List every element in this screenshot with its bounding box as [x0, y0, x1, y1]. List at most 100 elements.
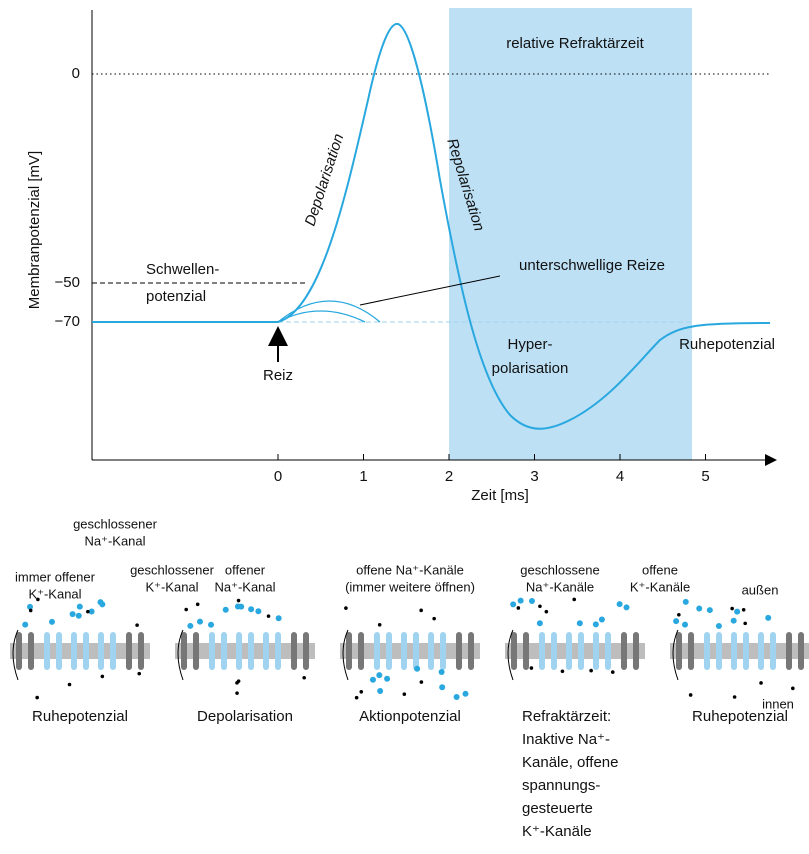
y-tick-label: 0: [72, 65, 80, 82]
channel-label: geschlossener: [73, 516, 157, 531]
panel-label: Aktionpotenzial: [359, 708, 461, 725]
ion: [791, 687, 795, 691]
channel-label: offener: [225, 562, 266, 577]
channel: [511, 632, 517, 670]
ion: [77, 604, 83, 610]
ion: [537, 620, 543, 626]
ion: [599, 617, 605, 623]
channel: [566, 632, 572, 670]
channel: [275, 632, 281, 670]
annotation: Ruhepotenzial: [679, 336, 775, 353]
ion: [617, 601, 623, 607]
ion: [235, 691, 239, 695]
ion: [384, 676, 390, 682]
ion: [344, 606, 348, 610]
channel: [56, 632, 62, 670]
channel: [770, 632, 776, 670]
ion: [22, 622, 28, 628]
channel-label: offene Na⁺-Kanäle: [356, 562, 464, 577]
channel: [704, 632, 710, 670]
ion: [689, 693, 693, 697]
ion: [35, 696, 39, 700]
ion: [184, 608, 188, 612]
figure: Membranpotenzial [mV] Zeit [ms] relative…: [0, 0, 809, 854]
channel: [346, 632, 352, 670]
x-tick-label: 3: [530, 468, 538, 485]
channel: [110, 632, 116, 670]
x-tick-label: 2: [445, 468, 453, 485]
channel: [468, 632, 474, 670]
ion: [593, 621, 599, 627]
axis-arrow: [765, 454, 777, 466]
channel: [551, 632, 557, 670]
channel: [83, 632, 89, 670]
panel-label: Ruhepotenzial: [32, 708, 128, 725]
channel: [716, 632, 722, 670]
ion: [439, 669, 445, 675]
panel-label: gesteuerte: [522, 800, 593, 817]
panel-label: K⁺-Kanäle: [522, 823, 592, 840]
ion: [683, 599, 689, 605]
ion: [76, 613, 82, 619]
ion: [414, 666, 420, 672]
ion: [561, 669, 565, 673]
ion: [376, 672, 382, 678]
ion: [439, 684, 445, 690]
ion: [730, 607, 734, 611]
channel: [413, 632, 419, 670]
channel: [209, 632, 215, 670]
ion: [577, 620, 583, 626]
ion: [238, 604, 244, 610]
channel: [428, 632, 434, 670]
channel: [28, 632, 34, 670]
channel-label: offene: [642, 562, 678, 577]
ion: [403, 692, 407, 696]
channel: [456, 632, 462, 670]
channel: [16, 632, 22, 670]
channel: [605, 632, 611, 670]
ion: [529, 598, 535, 604]
ion: [673, 618, 679, 624]
channel: [98, 632, 104, 670]
channel: [263, 632, 269, 670]
channel: [758, 632, 764, 670]
annotation: Schwellen-: [146, 261, 219, 278]
ion: [432, 617, 436, 621]
ion: [276, 615, 282, 621]
channel: [386, 632, 392, 670]
channel-label: Na⁺-Kanal: [84, 533, 145, 548]
x-tick-label: 5: [701, 468, 709, 485]
x-tick-label: 4: [616, 468, 624, 485]
ion: [454, 694, 460, 700]
channel: [621, 632, 627, 670]
ion: [462, 691, 468, 697]
channel: [731, 632, 737, 670]
channel: [593, 632, 599, 670]
channel: [374, 632, 380, 670]
refractory-zone: [449, 8, 692, 460]
ion: [733, 695, 737, 699]
ion: [378, 623, 382, 627]
channel: [523, 632, 529, 670]
ion: [624, 604, 630, 610]
ion: [267, 614, 271, 618]
annotation: potenzial: [146, 288, 206, 305]
ion: [530, 666, 534, 670]
channel: [303, 632, 309, 670]
ion: [545, 610, 549, 614]
channel: [798, 632, 804, 670]
ion: [765, 615, 771, 621]
panel-label: Inaktive Na⁺-: [522, 731, 610, 748]
channel: [126, 632, 132, 670]
ion: [237, 679, 241, 683]
ion: [29, 609, 33, 613]
channel: [743, 632, 749, 670]
ion: [255, 608, 261, 614]
ion: [197, 619, 203, 625]
ion: [611, 670, 615, 674]
ion: [370, 677, 376, 683]
channel: [44, 632, 50, 670]
channel: [676, 632, 682, 670]
channel-label: Na⁺-Kanäle: [526, 579, 594, 594]
channel-label: K⁺-Kanäle: [630, 579, 690, 594]
